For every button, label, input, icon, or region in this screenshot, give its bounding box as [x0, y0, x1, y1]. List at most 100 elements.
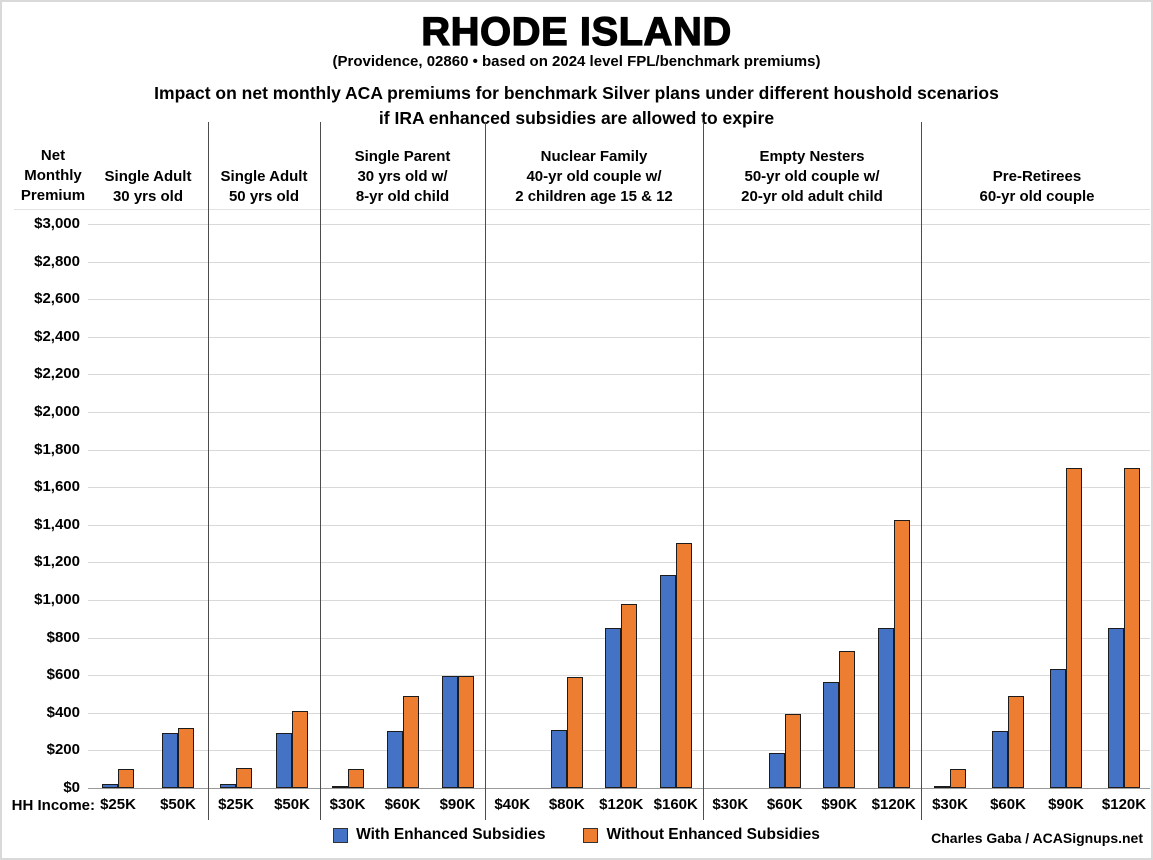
y-axis-tick-label: $0 — [63, 779, 80, 796]
income-label: $90K — [1048, 796, 1084, 813]
group-header: Empty Nesters 50-yr old couple w/ 20-yr … — [741, 148, 883, 205]
y-axis-tick-label: $2,800 — [34, 252, 80, 270]
bar-with-subsidies — [162, 733, 178, 788]
income-label: $120K — [1101, 796, 1147, 813]
heading-line-2: if IRA enhanced subsidies are allowed to… — [378, 108, 775, 128]
income-label: $80K — [548, 796, 585, 813]
income-label: $30K — [329, 796, 366, 813]
gridline — [88, 788, 1150, 789]
bar-without-subsidies — [178, 728, 194, 788]
y-axis-tick-label: $2,200 — [34, 365, 80, 383]
group-header: Single Adult 50 yrs old — [220, 168, 308, 205]
bar-with-subsidies — [605, 628, 622, 788]
credit-attribution: Charles Gaba / ACASignups.net — [931, 830, 1143, 846]
y-axis-tick-label: $600 — [46, 666, 80, 684]
legend: With Enhanced Subsidies Without Enhanced… — [0, 826, 1153, 844]
income-label: $90K — [439, 796, 476, 813]
bar-without-subsidies — [1066, 468, 1082, 788]
income-label: $60K — [766, 796, 803, 813]
bar-without-subsidies — [566, 677, 583, 788]
bar-with-subsidies — [441, 676, 458, 788]
bar-without-subsidies — [118, 769, 134, 788]
bar-without-subsidies — [347, 769, 364, 788]
bar-with-subsidies — [331, 786, 348, 788]
gridline — [88, 449, 1150, 451]
bar-without-subsidies — [950, 769, 966, 788]
group-header: Pre-Retirees 60-yr old couple — [979, 168, 1095, 205]
group-header: Single Parent 30 yrs old w/ 8-yr old chi… — [354, 148, 451, 205]
bar-with-subsidies — [659, 575, 676, 788]
bar-with-subsidies — [1108, 628, 1124, 788]
gridline — [88, 412, 1150, 413]
legend-swatch-orange-icon — [583, 827, 599, 843]
income-label: $30K — [712, 796, 749, 813]
legend-label: With Enhanced Subsidies — [356, 826, 546, 843]
income-label: $50K — [274, 796, 310, 813]
bar-with-subsidies — [877, 628, 894, 788]
income-label: $60K — [990, 796, 1026, 813]
plot-top-border — [14, 209, 1150, 210]
income-label: $160K — [653, 796, 698, 813]
bar-without-subsidies — [402, 696, 419, 788]
gridline — [88, 261, 1150, 263]
bar-without-subsidies — [1124, 468, 1140, 788]
y-axis-tick-label: $2,600 — [34, 290, 80, 308]
group-divider — [208, 122, 209, 820]
y-axis-tick-label: $2,400 — [34, 327, 80, 345]
bar-with-subsidies — [1050, 669, 1066, 788]
income-label: $30K — [932, 796, 968, 813]
income-label: $60K — [384, 796, 421, 813]
income-label: $40K — [494, 796, 531, 813]
income-label: $25K — [218, 796, 254, 813]
group-divider — [921, 122, 922, 820]
y-axis-title: Net Monthly Premium — [20, 147, 86, 204]
bar-without-subsidies — [621, 604, 638, 788]
gridline — [88, 487, 1150, 489]
chart-subtitle: (Providence, 02860 • based on 2024 level… — [332, 53, 821, 70]
income-label: $120K — [599, 796, 644, 813]
bar-with-subsidies — [276, 733, 292, 788]
bar-without-subsidies — [236, 768, 252, 788]
bar-with-subsidies — [768, 753, 785, 788]
chart-title: RHODE ISLAND — [421, 9, 732, 54]
y-axis-tick-label: $3,000 — [34, 215, 80, 232]
gridline — [88, 562, 1150, 564]
legend-item-without-subsidies: Without Enhanced Subsidies — [583, 826, 820, 844]
income-label: $50K — [160, 796, 196, 813]
group-header: Single Adult 30 yrs old — [104, 168, 192, 205]
income-label: $120K — [871, 796, 916, 813]
bar-without-subsidies — [893, 520, 910, 788]
heading-line-1: Impact on net monthly ACA premiums for b… — [154, 83, 999, 103]
gridline — [88, 600, 1150, 601]
gridline — [88, 336, 1150, 338]
chart-heading: Impact on net monthly ACA premiums for b… — [0, 81, 1153, 131]
y-axis-tick-label: $1,600 — [34, 478, 80, 496]
bar-without-subsidies — [675, 543, 692, 788]
income-label: $90K — [821, 796, 858, 813]
gridline — [88, 224, 1150, 225]
y-axis-tick-label: $1,000 — [34, 591, 80, 608]
y-axis-tick-label: $1,200 — [34, 553, 80, 571]
y-axis-tick-label: $800 — [46, 628, 80, 646]
gridline — [88, 374, 1150, 376]
group-divider — [703, 122, 704, 820]
group-header: Nuclear Family 40-yr old couple w/ 2 chi… — [515, 148, 673, 205]
legend-item-with-subsidies: With Enhanced Subsidies — [333, 826, 545, 844]
bar-with-subsidies — [823, 682, 840, 788]
group-divider — [320, 122, 321, 820]
gridline — [88, 524, 1150, 526]
x-axis-prefix-label: HH Income: — [11, 797, 95, 814]
bar-without-subsidies — [457, 676, 474, 788]
legend-swatch-blue-icon — [333, 827, 349, 843]
bar-without-subsidies — [292, 711, 308, 788]
legend-label: Without Enhanced Subsidies — [606, 826, 820, 843]
gridline — [88, 299, 1150, 301]
bar-without-subsidies — [1008, 696, 1024, 788]
y-axis-tick-label: $400 — [46, 703, 80, 721]
group-divider — [485, 122, 486, 820]
y-axis-tick-label: $2,000 — [34, 403, 80, 420]
y-axis-tick-label: $200 — [46, 741, 80, 759]
bar-with-subsidies — [220, 784, 236, 788]
bar-without-subsidies — [784, 714, 801, 788]
